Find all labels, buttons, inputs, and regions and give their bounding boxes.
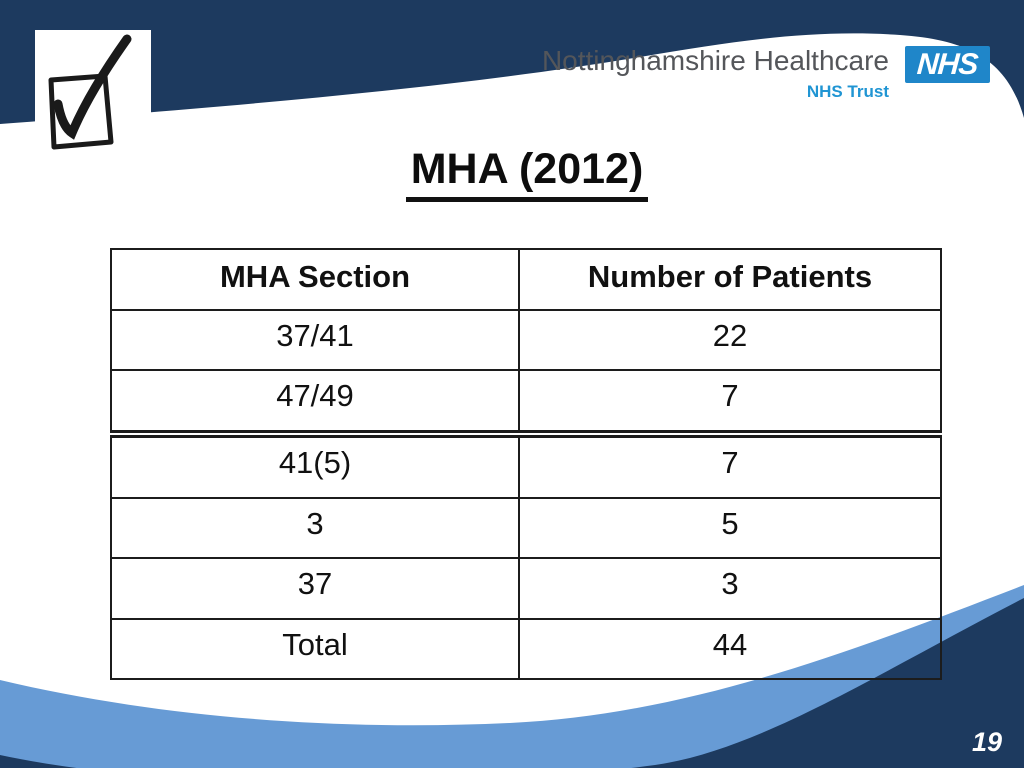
table-header-row: MHA Section Number of Patients xyxy=(110,248,942,311)
table-cell: 7 xyxy=(518,369,942,435)
branding-text: Nottinghamshire Healthcare NHS Trust xyxy=(541,45,889,102)
title-container: MHA (2012) xyxy=(0,146,1024,203)
table-cell: 7 xyxy=(518,429,942,499)
column-header-mha-section: MHA Section xyxy=(110,248,520,311)
table-cell: 37/41 xyxy=(110,308,520,372)
table-cell: 41(5) xyxy=(110,429,520,499)
org-name: Nottinghamshire Healthcare xyxy=(541,45,889,76)
checkbox-logo xyxy=(35,30,151,156)
page-title: MHA (2012) xyxy=(405,146,649,203)
header-band-graphic xyxy=(0,0,1024,124)
checkbox-check-icon xyxy=(48,34,132,150)
table-cell: 47/49 xyxy=(110,369,520,435)
table-cell: 3 xyxy=(518,557,942,620)
nhs-logo: NHS xyxy=(905,46,990,83)
mha-table: MHA Section Number of Patients 37/41 22 47… xyxy=(110,248,942,681)
table-row: 37/41 22 xyxy=(110,308,942,372)
column-header-number-of-patients: Number of Patients xyxy=(518,248,942,311)
branding-block: Nottinghamshire Healthcare NHS Trust NHS xyxy=(541,45,990,102)
table-row: Total 44 xyxy=(110,617,942,681)
table-cell: 3 xyxy=(110,496,520,560)
table-row: 37 3 xyxy=(110,557,942,620)
table-cell: Total xyxy=(110,617,520,681)
nhs-logo-text: NHS xyxy=(916,47,979,81)
trust-label: NHS Trust xyxy=(806,81,889,101)
table-row: 47/49 7 xyxy=(110,369,942,435)
table-cell: 44 xyxy=(518,617,942,681)
table-cell: 22 xyxy=(518,308,942,372)
table-cell: 37 xyxy=(110,557,520,620)
table-cell: 5 xyxy=(518,496,942,560)
page-number: 19 xyxy=(971,727,1002,757)
table-row: 41(5) 7 xyxy=(110,429,942,499)
